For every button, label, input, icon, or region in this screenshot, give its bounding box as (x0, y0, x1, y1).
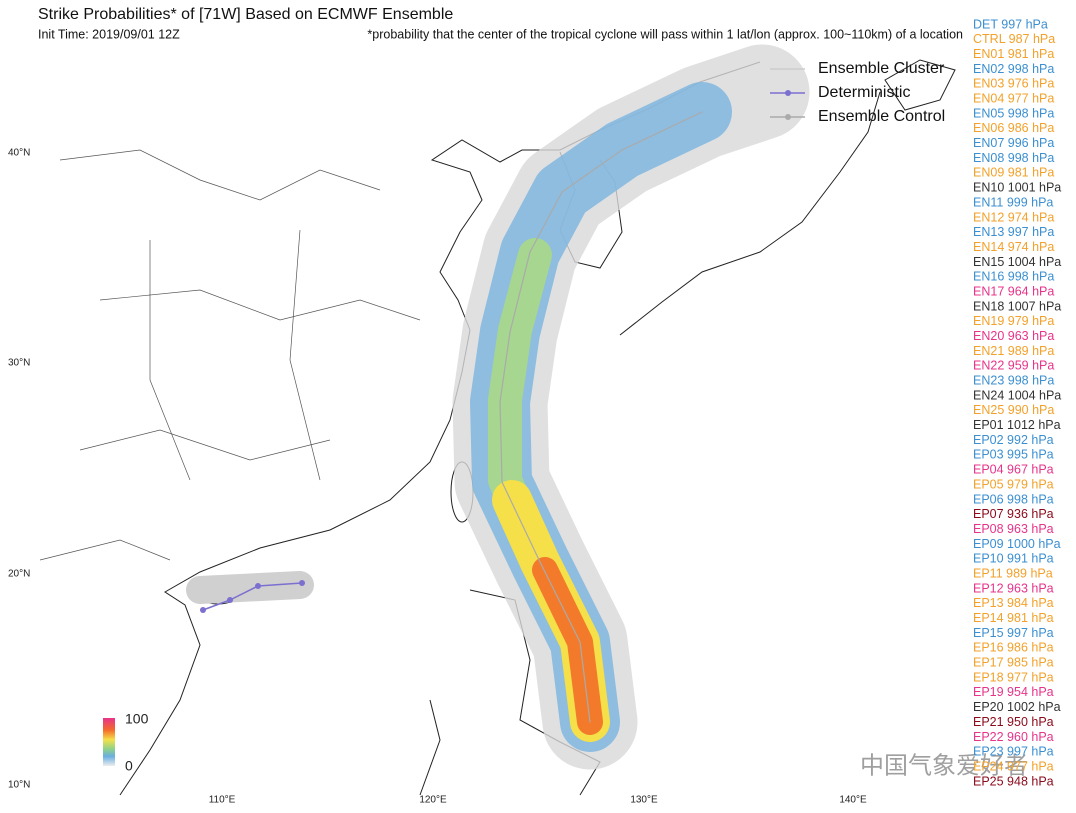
init-time: Init Time: 2019/09/01 12Z (38, 27, 180, 41)
member-label: EP13 984 hPa (973, 596, 1054, 610)
member-label: EN24 1004 hPa (973, 388, 1061, 402)
member-label: EP05 979 hPa (973, 477, 1054, 491)
colorbar (103, 718, 115, 766)
member-label: EN25 990 hPa (973, 403, 1054, 417)
lon-label: 130°E (630, 795, 658, 806)
member-label: EP06 998 hPa (973, 492, 1054, 506)
member-label: EP10 991 hPa (973, 552, 1054, 566)
legend-label: Ensemble Control (818, 108, 945, 125)
lon-label: 110°E (209, 795, 236, 806)
member-label: EN16 998 hPa (973, 270, 1054, 284)
member-label: EP21 950 hPa (973, 715, 1054, 729)
member-label: EP20 1002 hPa (973, 700, 1061, 714)
member-label: EN10 1001 hPa (973, 181, 1061, 195)
footnote: *probability that the center of the trop… (367, 27, 963, 41)
member-label: EN11 999 hPa (973, 195, 1053, 209)
member-label: EN23 998 hPa (973, 374, 1054, 388)
member-label: EP12 963 hPa (973, 581, 1054, 595)
colorbar-max: 100 (125, 711, 149, 727)
member-label: EN07 996 hPa (973, 136, 1054, 150)
member-label: EN13 997 hPa (973, 225, 1054, 239)
member-label: EP07 936 hPa (973, 507, 1054, 521)
member-label: EN20 963 hPa (973, 329, 1054, 343)
member-label: EP01 1012 hPa (973, 418, 1061, 432)
member-label: EN19 979 hPa (973, 314, 1054, 328)
member-label: EP19 954 hPa (973, 685, 1054, 699)
member-label: EP16 986 hPa (973, 641, 1054, 655)
member-label: EN21 989 hPa (973, 344, 1054, 358)
member-label: DET 997 hPa (973, 17, 1048, 31)
member-label: EP15 997 hPa (973, 626, 1054, 640)
labels: Strike Probabilities* of [71W] Based on … (38, 6, 1028, 779)
member-label: EP24 977 hPa (973, 759, 1054, 773)
title: Strike Probabilities* of [71W] Based on … (38, 6, 453, 23)
member-label: EP03 995 hPa (973, 448, 1054, 462)
member-label: EN18 1007 hPa (973, 299, 1061, 313)
lat-label: 30°N (8, 358, 30, 369)
member-label: EN08 998 hPa (973, 151, 1054, 165)
member-label: EN03 976 hPa (973, 77, 1054, 91)
lon-label: 140°E (839, 795, 867, 806)
member-label: EN02 998 hPa (973, 62, 1054, 76)
member-label: EN17 964 hPa (973, 284, 1054, 298)
member-label: EN22 959 hPa (973, 359, 1054, 373)
watermark: 中国气象爱好者 (860, 752, 1028, 779)
member-label: EP09 1000 hPa (973, 537, 1061, 551)
member-label: EN12 974 hPa (973, 210, 1054, 224)
strike-swath (186, 44, 810, 770)
member-label: EP25 948 hPa (973, 774, 1054, 788)
member-label: EN14 974 hPa (973, 240, 1054, 254)
member-label: EP14 981 hPa (973, 611, 1054, 625)
member-label: EN04 977 hPa (973, 92, 1054, 106)
lon-label: 120°E (419, 795, 447, 806)
member-label: EN06 986 hPa (973, 121, 1054, 135)
member-label: EP04 967 hPa (973, 463, 1054, 477)
lat-label: 10°N (8, 780, 30, 791)
member-label: EP18 977 hPa (973, 670, 1054, 684)
member-label: EN15 1004 hPa (973, 255, 1061, 269)
member-label: EN05 998 hPa (973, 106, 1054, 120)
member-label: EP23 997 hPa (973, 745, 1054, 759)
member-label: EP22 960 hPa (973, 730, 1054, 744)
member-label: CTRL 987 hPa (973, 32, 1055, 46)
legend (770, 68, 805, 120)
member-label: EN01 981 hPa (973, 47, 1054, 61)
lat-label: 40°N (8, 148, 30, 159)
lat-label: 20°N (8, 569, 30, 580)
member-label: EP11 989 hPa (973, 566, 1053, 580)
legend-label: Deterministic (818, 84, 910, 101)
member-label: EP17 985 hPa (973, 656, 1054, 670)
legend-label: Ensemble Cluster (818, 60, 945, 77)
member-label: EP02 992 hPa (973, 433, 1054, 447)
member-label: EP08 963 hPa (973, 522, 1054, 536)
colorbar-min: 0 (125, 758, 133, 774)
member-label: EN09 981 hPa (973, 166, 1054, 180)
